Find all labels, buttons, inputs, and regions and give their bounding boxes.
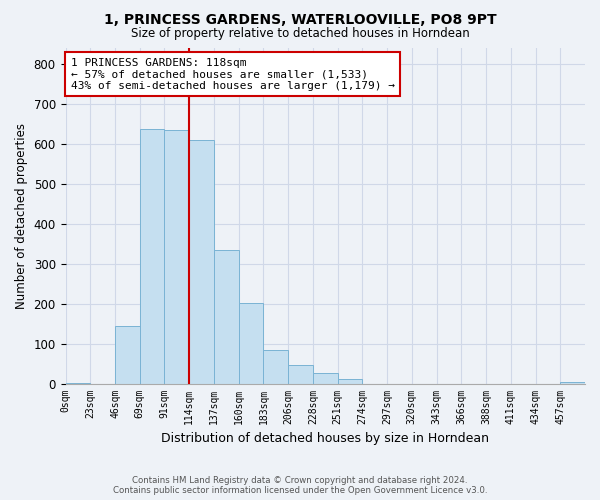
Bar xyxy=(214,250,239,384)
Bar xyxy=(140,129,164,384)
Bar xyxy=(164,130,189,384)
Bar xyxy=(239,303,263,384)
Bar xyxy=(189,140,214,384)
Text: Contains HM Land Registry data © Crown copyright and database right 2024.
Contai: Contains HM Land Registry data © Crown c… xyxy=(113,476,487,495)
Bar xyxy=(338,379,362,384)
Bar xyxy=(263,350,288,384)
Bar xyxy=(313,373,338,384)
Text: Size of property relative to detached houses in Horndean: Size of property relative to detached ho… xyxy=(131,28,469,40)
Text: 1, PRINCESS GARDENS, WATERLOOVILLE, PO8 9PT: 1, PRINCESS GARDENS, WATERLOOVILLE, PO8 … xyxy=(104,12,496,26)
Y-axis label: Number of detached properties: Number of detached properties xyxy=(15,122,28,308)
Bar xyxy=(115,326,140,384)
Bar xyxy=(560,382,585,384)
X-axis label: Distribution of detached houses by size in Horndean: Distribution of detached houses by size … xyxy=(161,432,489,445)
Text: 1 PRINCESS GARDENS: 118sqm
← 57% of detached houses are smaller (1,533)
43% of s: 1 PRINCESS GARDENS: 118sqm ← 57% of deta… xyxy=(71,58,395,91)
Bar xyxy=(288,365,313,384)
Bar xyxy=(65,383,90,384)
